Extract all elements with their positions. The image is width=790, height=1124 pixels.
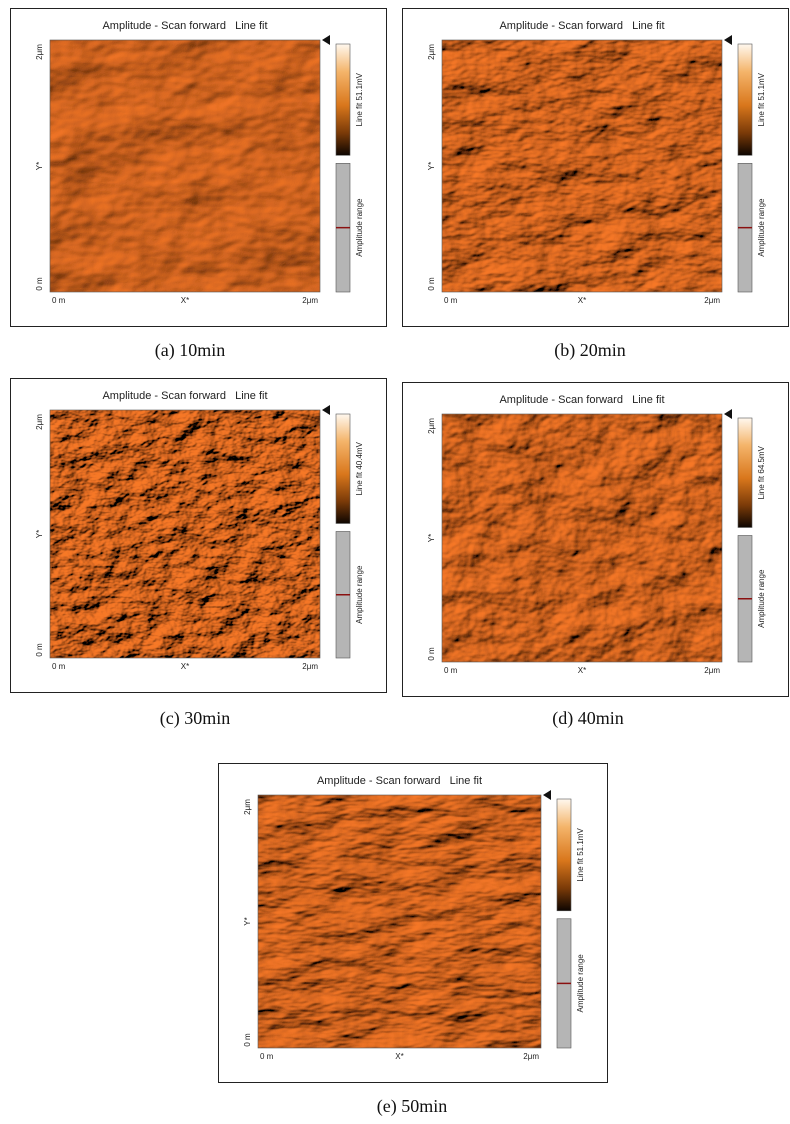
afm-image	[50, 40, 320, 292]
y-axis-label: 0 m	[35, 277, 44, 291]
x-axis-label: 2μm	[302, 662, 318, 671]
colorbar-label: Line fit 64.5mV	[757, 445, 766, 499]
x-axis-label: X*	[395, 1052, 403, 1061]
colorbar	[336, 44, 350, 155]
y-axis-label: Y*	[35, 530, 44, 538]
caption: (d) 40min	[552, 708, 624, 729]
y-axis-label: 0 m	[427, 647, 436, 661]
panel: Amplitude - Scan forward Line fit 2μm Y* 0 …	[403, 383, 789, 697]
y-axis-label: 2μm	[427, 44, 436, 60]
range-label: Amplitude range	[757, 198, 766, 257]
x-axis-label: 2μm	[523, 1052, 539, 1061]
x-axis-label: 0 m	[444, 296, 458, 305]
panel: Amplitude - Scan forward Line fit 2μm Y* 0 …	[11, 379, 387, 693]
panel-title: Amplitude - Scan forward Line fit	[102, 20, 267, 32]
y-axis-label: 0 m	[243, 1033, 252, 1047]
colorbar-label: Line fit 51.1mV	[355, 72, 364, 126]
afm-image	[442, 40, 722, 292]
colorbar	[738, 418, 752, 527]
caption: (e) 50min	[377, 1096, 447, 1117]
colorbar	[557, 799, 571, 911]
figure: Amplitude - Scan forward Line fit 2μm Y* 0 …	[0, 0, 790, 1124]
panel-title: Amplitude - Scan forward Line fit	[499, 20, 664, 32]
y-axis-label: Y*	[243, 917, 252, 925]
x-axis-label: 0 m	[260, 1052, 274, 1061]
colorbar	[336, 414, 350, 523]
x-axis-label: 2μm	[704, 666, 720, 675]
panel-title: Amplitude - Scan forward Line fit	[499, 394, 664, 406]
panel-title: Amplitude - Scan forward Line fit	[317, 775, 482, 787]
x-axis-label: 0 m	[444, 666, 458, 675]
x-axis-label: X*	[578, 666, 586, 675]
colorbar	[738, 44, 752, 155]
x-axis-label: 2μm	[704, 296, 720, 305]
y-axis-label: 2μm	[35, 44, 44, 60]
x-axis-label: X*	[181, 662, 189, 671]
y-axis-label: Y*	[35, 162, 44, 170]
afm-image	[50, 410, 320, 658]
caption: (b) 20min	[554, 340, 626, 361]
afm-image	[258, 795, 541, 1048]
x-axis-label: 0 m	[52, 296, 66, 305]
panel: Amplitude - Scan forward Line fit 2μm Y* 0 …	[11, 9, 387, 327]
colorbar-label: Line fit 40.4mV	[355, 441, 364, 495]
y-axis-label: 2μm	[243, 799, 252, 815]
range-label: Amplitude range	[355, 565, 364, 624]
caption: (a) 10min	[155, 340, 225, 361]
colorbar-label: Line fit 51.1mV	[757, 72, 766, 126]
y-axis-label: Y*	[427, 162, 436, 170]
x-axis-label: X*	[578, 296, 586, 305]
range-label: Amplitude range	[355, 198, 364, 257]
panel: Amplitude - Scan forward Line fit 2μm Y* 0 …	[403, 9, 789, 327]
panel: Amplitude - Scan forward Line fit 2μm Y* 0 …	[219, 764, 608, 1083]
afm-image	[442, 414, 722, 662]
colorbar-label: Line fit 51.1mV	[576, 828, 585, 882]
y-axis-label: 2μm	[427, 418, 436, 434]
x-axis-label: 2μm	[302, 296, 318, 305]
y-axis-label: 0 m	[427, 277, 436, 291]
range-label: Amplitude range	[757, 569, 766, 628]
caption: (c) 30min	[160, 708, 230, 729]
y-axis-label: 0 m	[35, 643, 44, 657]
panel-title: Amplitude - Scan forward Line fit	[102, 390, 267, 402]
y-axis-label: Y*	[427, 534, 436, 542]
y-axis-label: 2μm	[35, 414, 44, 430]
x-axis-label: X*	[181, 296, 189, 305]
x-axis-label: 0 m	[52, 662, 66, 671]
range-label: Amplitude range	[576, 954, 585, 1013]
